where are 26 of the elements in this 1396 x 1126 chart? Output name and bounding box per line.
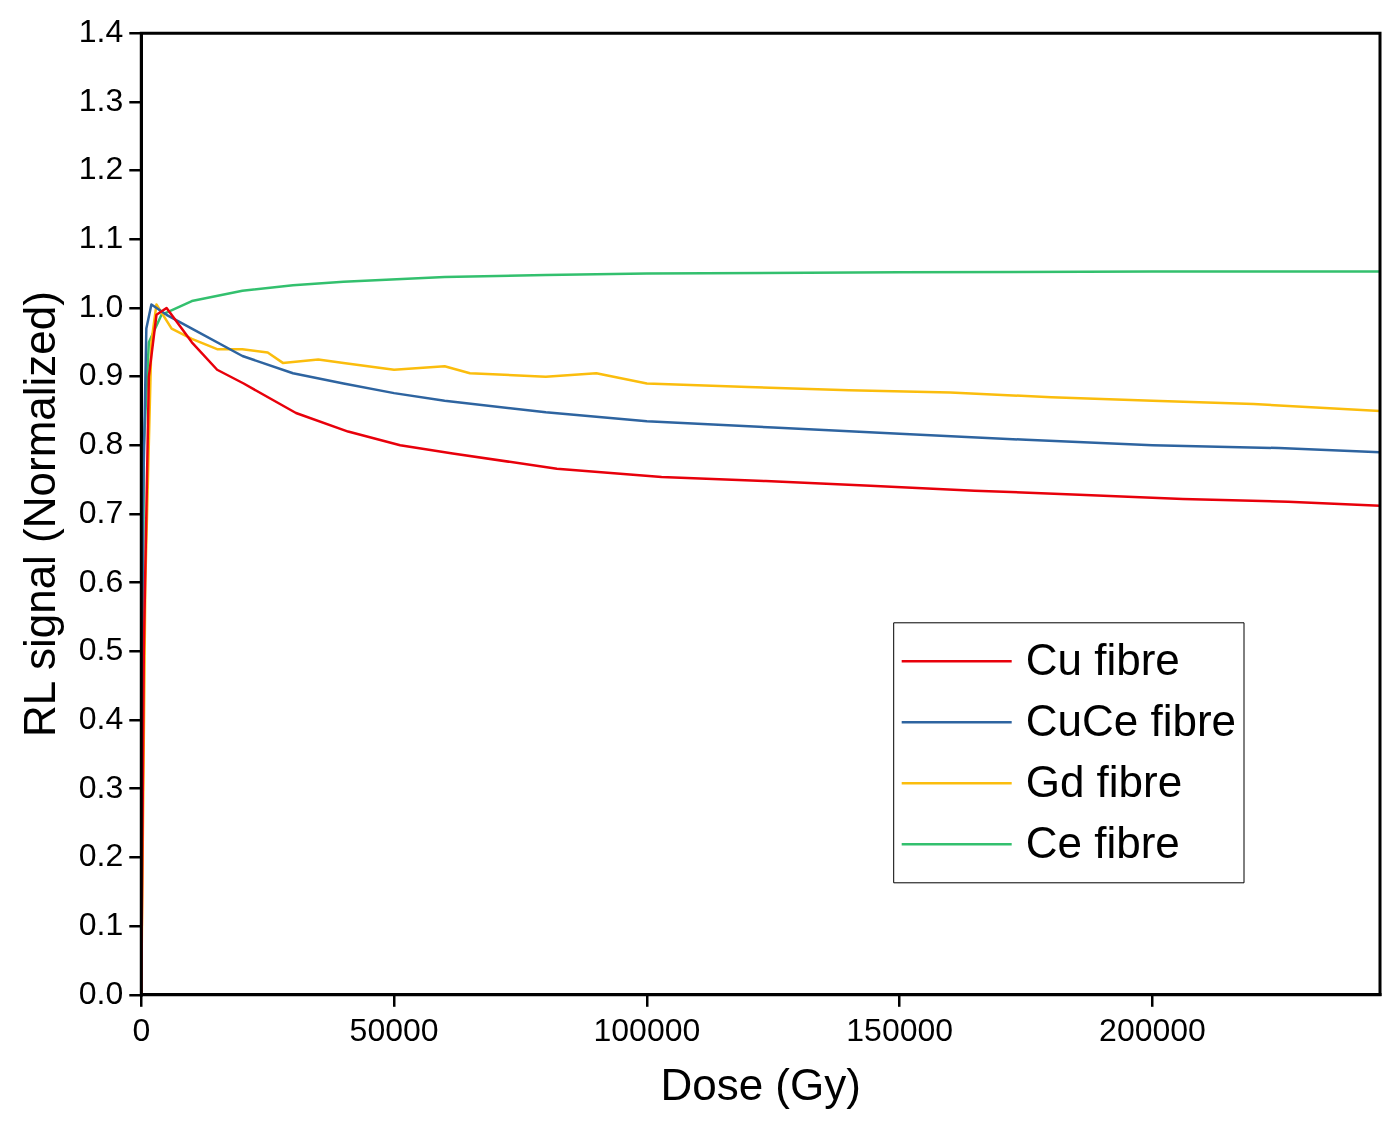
y-tick-label: 0.2: [78, 837, 124, 874]
y-tick-label: 1.1: [78, 219, 124, 256]
y-tick-label: 0.5: [78, 631, 124, 668]
y-tick-label: 0.6: [78, 562, 124, 599]
y-tick-label: 1.3: [78, 81, 124, 118]
y-tick-label: 0.4: [78, 699, 124, 736]
y-tick-label: 1.2: [78, 150, 124, 187]
x-tick-label: 0: [132, 1011, 151, 1048]
legend-label: Gd fibre: [1025, 757, 1183, 807]
x-tick-label: 100000: [593, 1011, 701, 1048]
legend-label: Cu fibre: [1025, 635, 1180, 685]
x-tick-label: 50000: [349, 1011, 439, 1048]
y-tick-label: 0.7: [78, 493, 124, 530]
y-tick-label: 0.1: [78, 905, 124, 942]
legend-label: CuCe fibre: [1025, 696, 1236, 746]
y-tick-label: 1.4: [78, 13, 124, 50]
y-tick-label: 0.0: [78, 974, 124, 1011]
x-tick-label: 150000: [846, 1011, 954, 1048]
y-axis-title: RL signal (Normalized): [14, 291, 64, 737]
y-tick-label: 0.3: [78, 768, 124, 805]
legend-label: Ce fibre: [1025, 818, 1180, 868]
y-tick-label: 0.9: [78, 356, 124, 393]
y-tick-label: 1.0: [78, 287, 124, 324]
x-tick-label: 200000: [1099, 1011, 1206, 1048]
x-axis-title: Dose (Gy): [660, 1059, 861, 1109]
y-tick-label: 0.8: [78, 425, 124, 462]
